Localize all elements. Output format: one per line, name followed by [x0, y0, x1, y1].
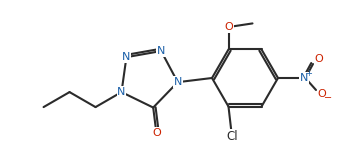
- Text: N: N: [300, 73, 308, 83]
- Text: O: O: [153, 128, 161, 137]
- Text: −: −: [324, 93, 332, 103]
- Text: N: N: [174, 77, 182, 87]
- Text: O: O: [318, 89, 326, 99]
- Text: Cl: Cl: [227, 130, 238, 143]
- Text: N: N: [157, 46, 165, 56]
- Text: O: O: [224, 22, 233, 32]
- Text: +: +: [306, 69, 313, 78]
- Text: N: N: [117, 87, 126, 97]
- Text: O: O: [315, 54, 323, 64]
- Text: N: N: [122, 52, 131, 62]
